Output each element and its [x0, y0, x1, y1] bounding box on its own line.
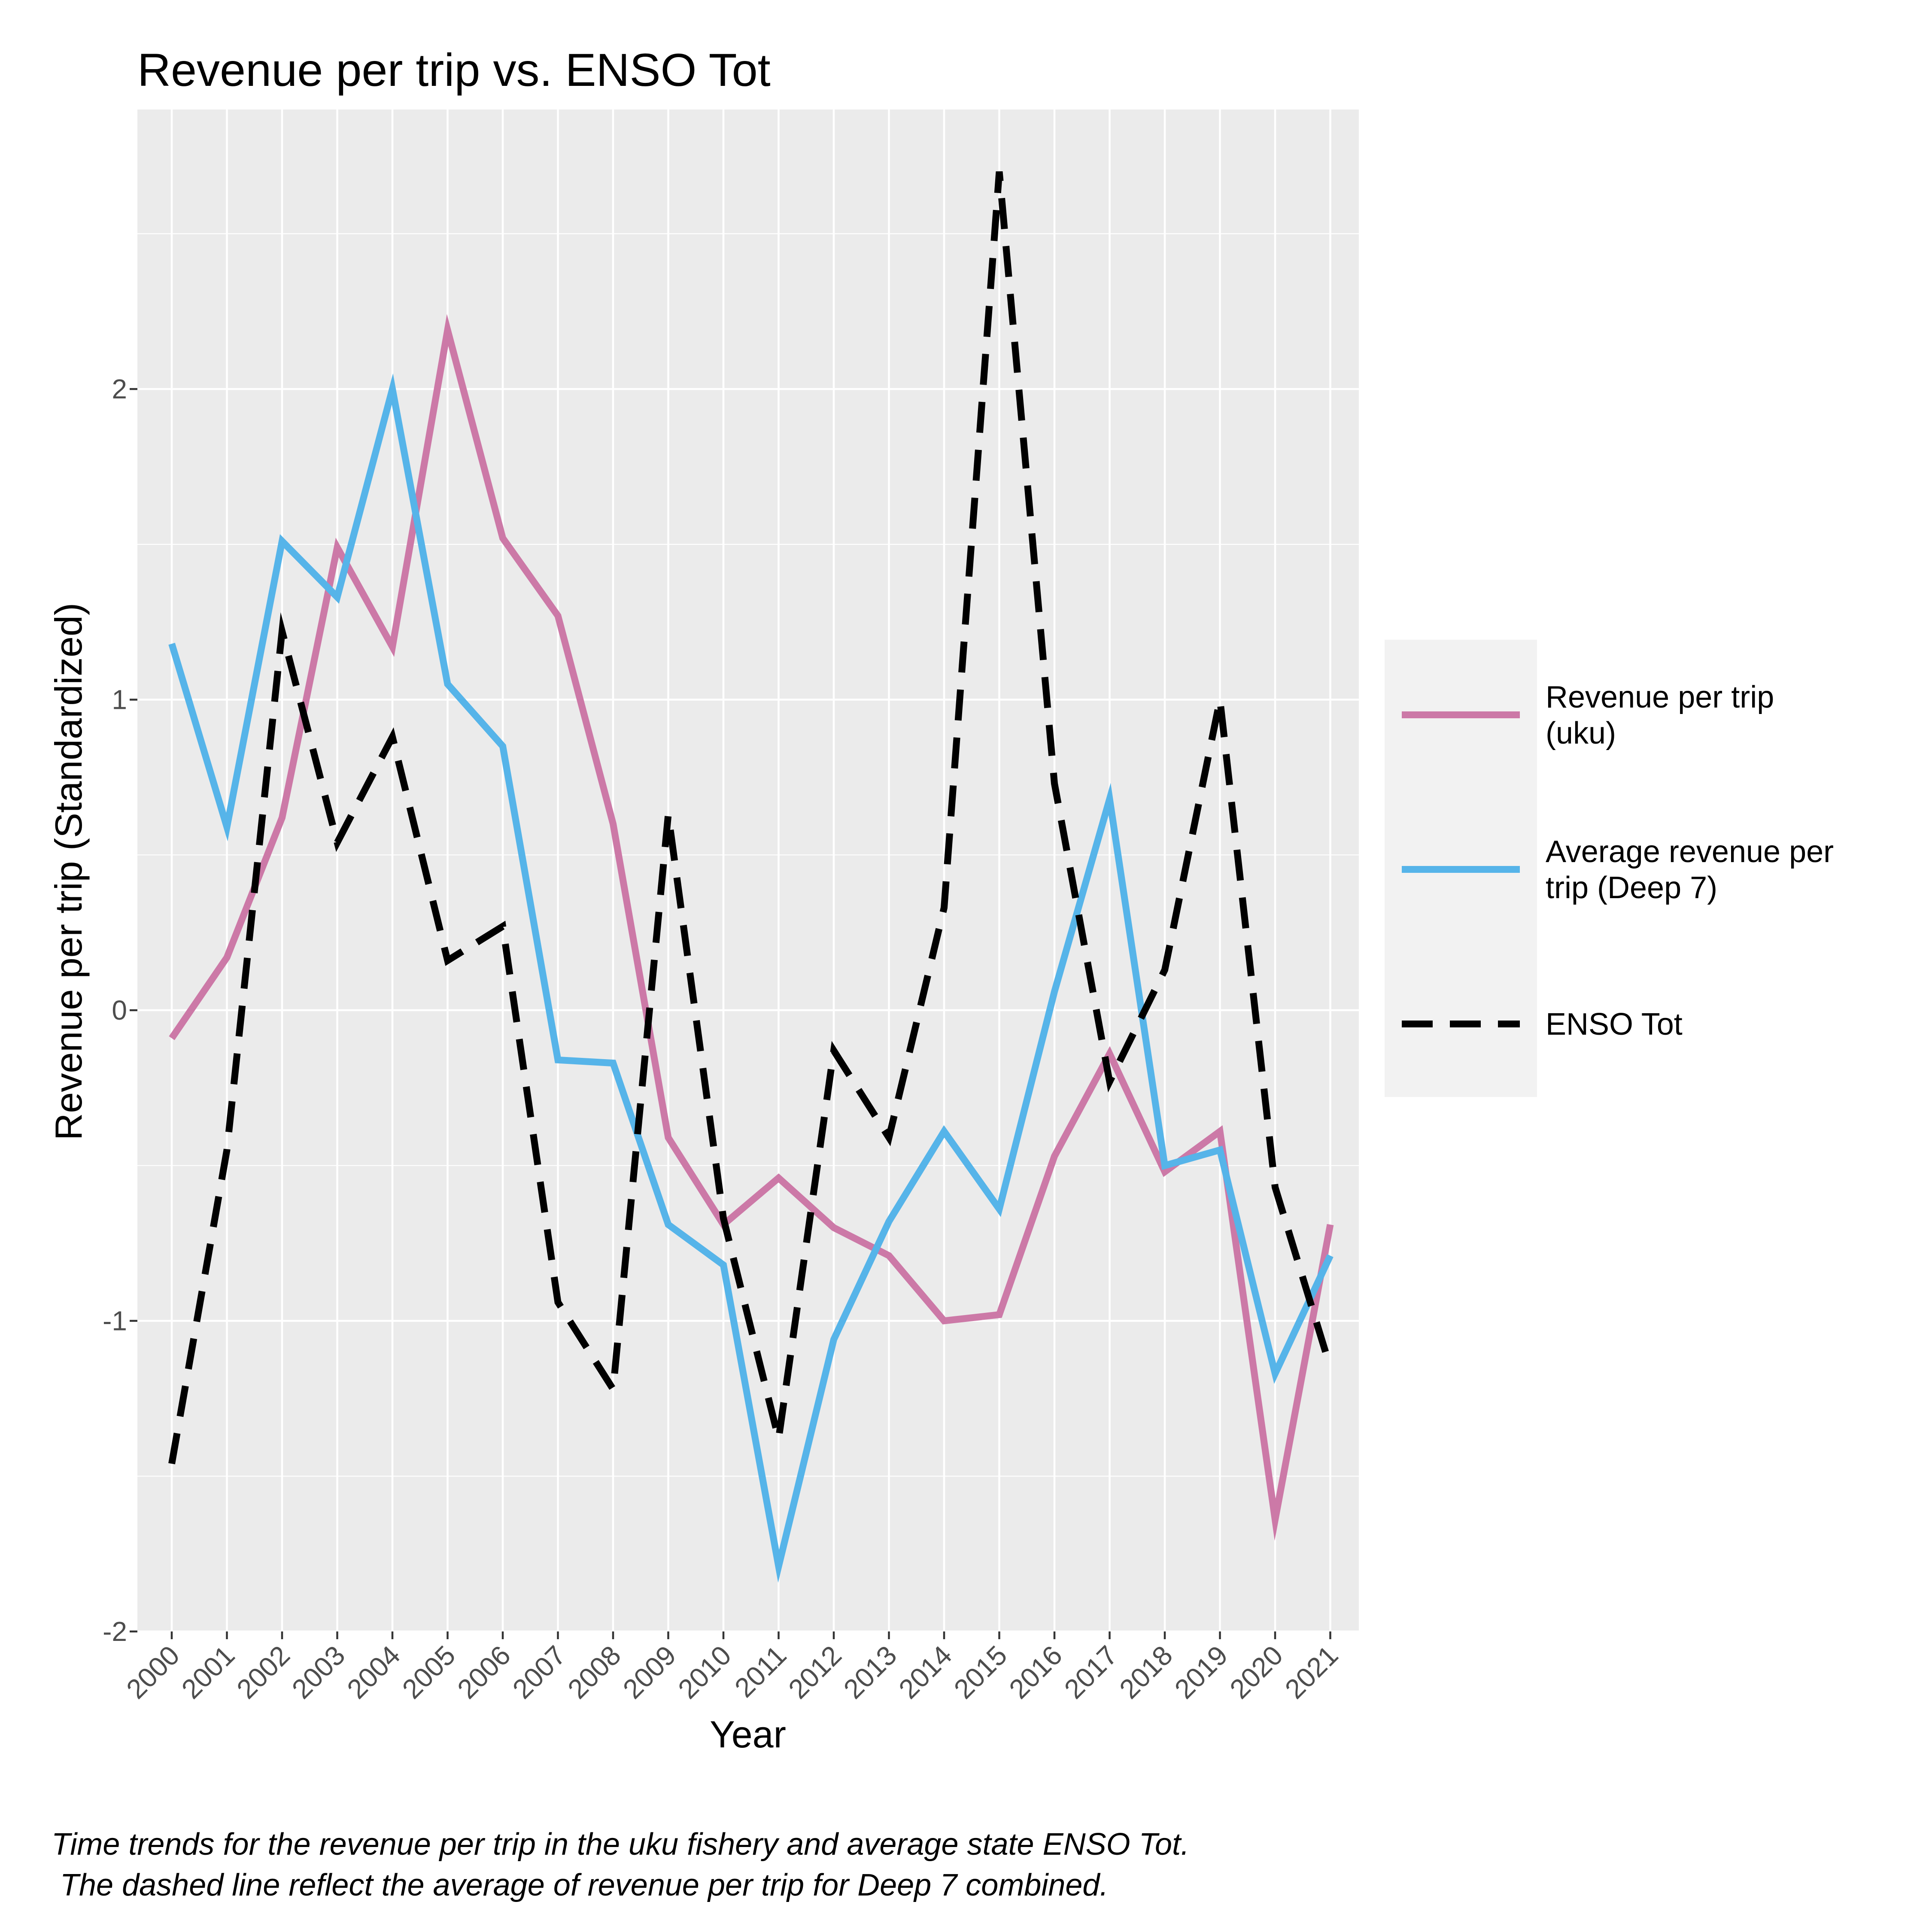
- x-tick-label: 2012: [782, 1640, 848, 1705]
- y-tick-label: 1: [112, 684, 127, 715]
- x-tick-label: 2000: [120, 1640, 185, 1705]
- caption-line-1: Time trends for the revenue per trip in …: [52, 1827, 1189, 1862]
- x-tick-label: 2010: [672, 1640, 737, 1705]
- x-tick-label: 2009: [617, 1640, 682, 1705]
- legend: Revenue per trip (uku) Average revenue per…: [1385, 640, 1834, 1097]
- x-tick-label: 2006: [451, 1640, 516, 1705]
- series-line-1: [169, 314, 1334, 1541]
- x-tick-label: 2016: [1003, 1640, 1068, 1705]
- x-tick-label: 2015: [948, 1640, 1013, 1705]
- x-tick-label: 2014: [893, 1640, 958, 1705]
- x-tick-label: 2017: [1058, 1640, 1124, 1705]
- legend-label-2: Average revenue per trip (Deep 7): [1546, 835, 1834, 905]
- x-tick-label: 2008: [562, 1640, 627, 1705]
- y-axis-title: Revenue per trip (Standardized): [47, 603, 90, 1140]
- y-tick-label: -2: [103, 1616, 127, 1647]
- x-tick-label: 2019: [1169, 1640, 1234, 1705]
- y-axis: -2 -1 0 1 2: [103, 374, 137, 1647]
- legend-label-1: Revenue per trip (uku): [1546, 680, 1774, 750]
- x-tick-label: 2003: [286, 1640, 351, 1705]
- x-tick-label: 2002: [231, 1640, 296, 1705]
- x-tick-label: 2013: [838, 1640, 903, 1705]
- x-tick-label: 2021: [1279, 1640, 1344, 1705]
- y-tick-label: -1: [103, 1306, 127, 1337]
- x-tick-label: 2018: [1113, 1640, 1179, 1705]
- grid-lines: [137, 109, 1359, 1633]
- caption-line-2: The dashed line reflect the average of r…: [52, 1868, 1108, 1902]
- x-tick-label: 2007: [507, 1640, 572, 1705]
- y-tick-label: 2: [112, 374, 127, 404]
- series-group: [168, 171, 1334, 1583]
- x-axis-title: Year: [710, 1713, 786, 1756]
- x-tick-label: 2005: [396, 1640, 462, 1705]
- x-tick-label: 2004: [341, 1640, 406, 1705]
- x-tick-label: 2011: [729, 1640, 792, 1703]
- y-tick-label: 0: [112, 995, 127, 1026]
- series-line-2: [168, 373, 1334, 1583]
- plot-panel: [137, 109, 1359, 1631]
- series-line-3: [168, 171, 1334, 1464]
- x-tick-label: 2001: [176, 1640, 241, 1705]
- x-tick-label: 2020: [1224, 1640, 1289, 1705]
- legend-label-3: ENSO Tot: [1546, 1007, 1683, 1042]
- x-axis: 2000200120022003200420052006200720082009…: [120, 1631, 1344, 1705]
- chart-title: Revenue per trip vs. ENSO Tot: [137, 44, 771, 96]
